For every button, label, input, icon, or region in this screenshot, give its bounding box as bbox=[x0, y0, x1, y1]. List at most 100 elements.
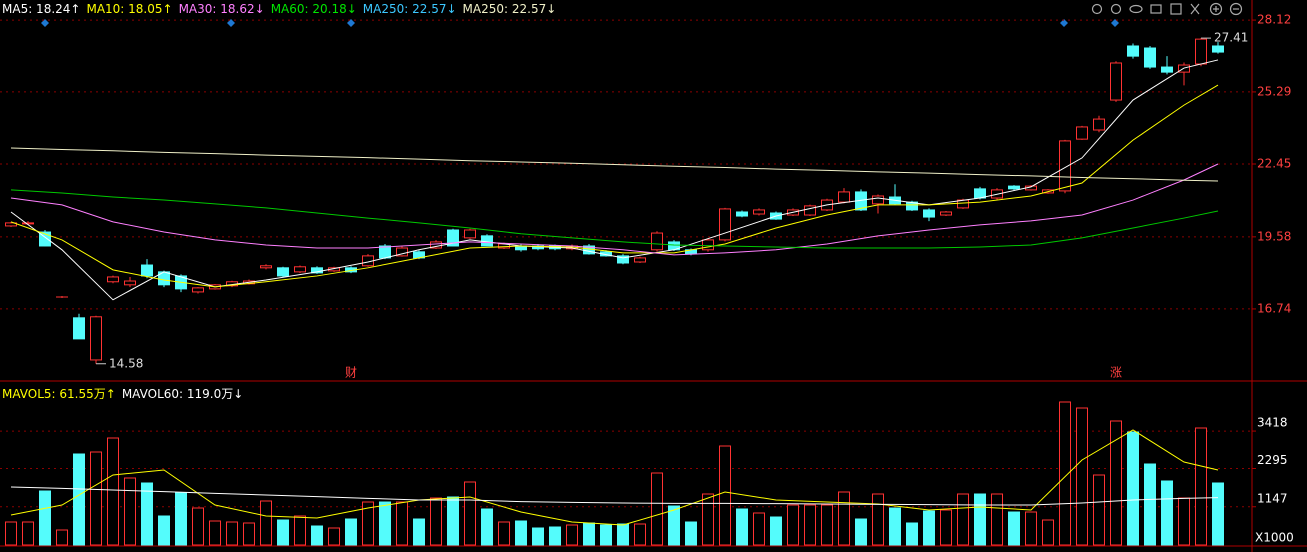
candle-body bbox=[974, 188, 986, 199]
volume-bar bbox=[226, 521, 238, 546]
legend-entry: MAVOL60: 119.0万↓ bbox=[121, 387, 244, 401]
eye-icon[interactable] bbox=[1129, 4, 1143, 14]
ma-line bbox=[10, 147, 1219, 182]
volume-bar bbox=[73, 453, 85, 546]
volume-bar bbox=[481, 508, 493, 546]
volume-bar bbox=[838, 491, 850, 546]
y-tick-label: 2295 bbox=[1257, 453, 1288, 467]
candle-body bbox=[447, 229, 459, 247]
volume-bar bbox=[1025, 511, 1037, 546]
settings-icon[interactable] bbox=[1091, 3, 1103, 15]
volume-bar bbox=[5, 521, 17, 546]
target-icon[interactable] bbox=[1110, 3, 1122, 15]
volume-bar bbox=[1144, 463, 1156, 546]
candle-body bbox=[141, 264, 153, 277]
volume-bar bbox=[770, 516, 782, 546]
diamond bbox=[1111, 19, 1119, 27]
candle-body bbox=[838, 191, 850, 203]
y-tick-label: 3418 bbox=[1257, 416, 1288, 430]
volume-bar bbox=[294, 515, 306, 546]
candle-body bbox=[107, 276, 119, 283]
candle-body bbox=[1161, 66, 1173, 73]
candle-body bbox=[872, 195, 884, 205]
volume-bar bbox=[39, 490, 51, 546]
ma-line bbox=[10, 189, 1219, 249]
candle-body bbox=[906, 201, 918, 211]
annotation-label: 14.58 bbox=[109, 356, 143, 370]
volume-bar bbox=[1008, 511, 1020, 546]
candle-body bbox=[617, 255, 629, 264]
zoom-in-icon[interactable] bbox=[1209, 2, 1223, 16]
volume-bar bbox=[498, 521, 510, 546]
zoom-in-plus[interactable] bbox=[1213, 6, 1219, 12]
hand-icon[interactable] bbox=[1170, 3, 1182, 15]
volume-bar bbox=[583, 522, 595, 546]
candle-body bbox=[277, 267, 289, 277]
volume-bar bbox=[90, 451, 102, 546]
candle-body bbox=[1144, 47, 1156, 68]
legend-entry: MAVOL5: 61.55万↑ bbox=[2, 387, 116, 401]
unit-label: X1000 bbox=[1255, 531, 1294, 545]
y-tick-label: 19.58 bbox=[1257, 229, 1291, 243]
volume-bar bbox=[804, 504, 816, 546]
candle-body bbox=[5, 222, 17, 227]
toolbar[interactable] bbox=[1091, 2, 1243, 16]
volume-bar bbox=[175, 492, 187, 546]
volume-bar bbox=[1212, 482, 1224, 546]
cross-icon[interactable] bbox=[1190, 3, 1200, 15]
candle-body bbox=[192, 287, 204, 293]
candle-body bbox=[804, 205, 816, 216]
y-tick-label: 22.45 bbox=[1257, 157, 1291, 171]
volume-bar bbox=[22, 521, 34, 546]
legend-entry: MA30: 18.62↓ bbox=[178, 2, 265, 16]
diamond bbox=[227, 19, 235, 27]
volume-bar bbox=[906, 522, 918, 546]
candle-body bbox=[294, 266, 306, 273]
box-icon[interactable] bbox=[1150, 4, 1162, 14]
volume-bar bbox=[379, 501, 391, 546]
zoom-out-icon[interactable] bbox=[1229, 2, 1243, 16]
candle-body bbox=[753, 209, 765, 215]
volume-bar bbox=[311, 525, 323, 546]
candle-body bbox=[923, 209, 935, 218]
volume-bar bbox=[974, 493, 986, 546]
candle-body bbox=[124, 280, 136, 286]
volume-bar bbox=[940, 509, 952, 546]
candle-body bbox=[1110, 62, 1122, 101]
candle-body bbox=[90, 316, 102, 361]
volume-bar bbox=[1076, 407, 1088, 546]
volume-bar bbox=[634, 523, 646, 546]
volume-bar bbox=[668, 505, 680, 546]
annotation-label: 27.41 bbox=[1214, 31, 1248, 45]
volume-bar bbox=[1059, 401, 1071, 546]
legend-entry: MA5: 18.24↑ bbox=[2, 2, 81, 16]
volume-bar bbox=[192, 507, 204, 546]
diamond bbox=[1060, 19, 1068, 27]
diamond bbox=[41, 19, 49, 27]
volume-bar bbox=[243, 522, 255, 546]
candle-body bbox=[1212, 45, 1224, 53]
volume-bar bbox=[328, 527, 340, 546]
volume-bar bbox=[1178, 497, 1190, 546]
event-diamonds bbox=[41, 19, 1119, 27]
volume-bar bbox=[396, 501, 408, 546]
volume-bar bbox=[277, 519, 289, 546]
y-tick-label: 25.29 bbox=[1257, 84, 1291, 98]
event-marker: 涨 bbox=[1110, 365, 1122, 380]
candle-body bbox=[719, 208, 731, 241]
volume-bar bbox=[991, 493, 1003, 546]
ma-line bbox=[10, 84, 1219, 288]
volume-bar bbox=[855, 518, 867, 546]
candle-body bbox=[396, 247, 408, 257]
volume-bar bbox=[1195, 427, 1207, 546]
candle-body bbox=[379, 245, 391, 259]
volume-bar bbox=[515, 520, 527, 546]
candle-body bbox=[702, 239, 714, 251]
volume-bar bbox=[549, 526, 561, 546]
volume-bar bbox=[651, 472, 663, 546]
event-marker: 财 bbox=[345, 366, 357, 380]
volume-bar bbox=[107, 437, 119, 546]
volume-bar bbox=[787, 504, 799, 546]
diamond bbox=[347, 19, 355, 27]
